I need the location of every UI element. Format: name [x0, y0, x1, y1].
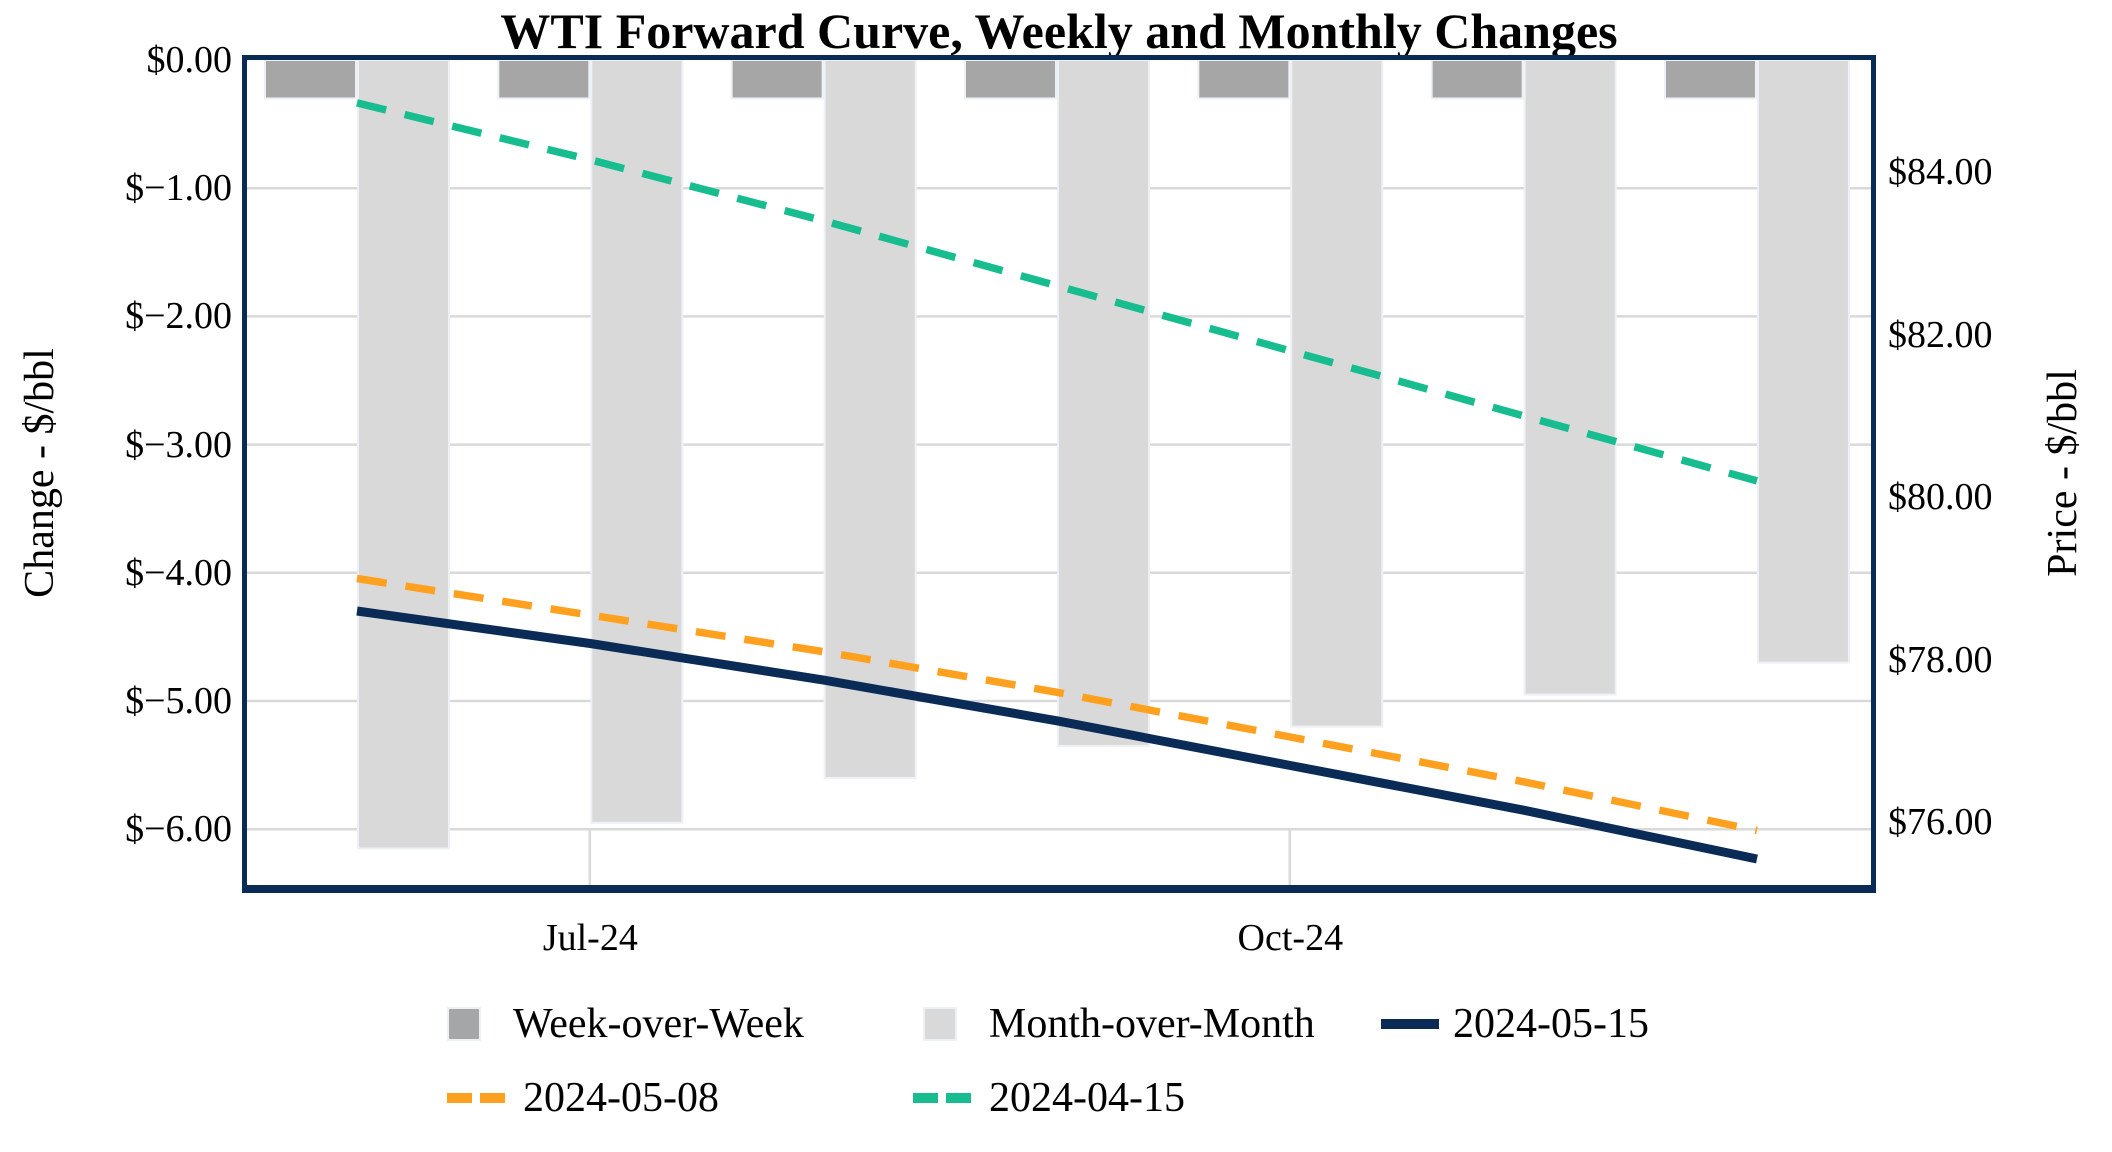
chart-title: WTI Forward Curve, Weekly and Monthly Ch…	[500, 3, 1618, 59]
legend-swatch-icon	[923, 1007, 957, 1041]
legend-label: 2024-05-08	[523, 1075, 719, 1121]
legend-label: 2024-04-15	[989, 1075, 1185, 1121]
bar	[590, 59, 684, 824]
y-left-tick-label: $−1.00	[125, 167, 232, 210]
legend-swatch-icon	[447, 1007, 481, 1041]
line-series-2024-05-15	[356, 606, 1758, 864]
y-right-tick-label: $76.00	[1888, 801, 1993, 844]
legend-label: 2024-05-15	[1453, 1001, 1649, 1047]
legend-line-icon	[1381, 1019, 1439, 1029]
legend-dash-icon	[913, 1093, 971, 1103]
x-axis-label: Oct-24	[1237, 917, 1344, 959]
legend-item-2024-05-08[interactable]: 2024-05-08	[447, 1074, 719, 1122]
bar	[1056, 59, 1150, 747]
y-right-tick-label: $78.00	[1888, 638, 1993, 681]
bar	[1663, 59, 1757, 100]
bar	[1290, 59, 1384, 728]
y-right-tick-label: $84.00	[1888, 151, 1993, 193]
y-left-tick-label: $−5.00	[125, 680, 232, 722]
y-right-tick-label: $80.00	[1888, 476, 1993, 519]
bar	[1756, 59, 1850, 664]
y-left-tick-label: $−2.00	[125, 295, 232, 338]
bar	[357, 59, 450, 850]
bar	[730, 59, 824, 100]
bar	[264, 59, 357, 100]
bar	[1523, 59, 1617, 696]
y-right-tick-label: $82.00	[1888, 313, 1993, 356]
legend-dash-icon	[447, 1093, 505, 1103]
legend-label: Month-over-Month	[989, 1001, 1315, 1047]
legend-label: Week-over-Week	[513, 1001, 804, 1047]
bar	[963, 59, 1057, 100]
bar	[823, 59, 917, 779]
bar	[497, 59, 591, 100]
legend-item-2024-05-15[interactable]: 2024-05-15	[1381, 1000, 1649, 1048]
legend-item-week-over-week[interactable]: Week-over-Week	[447, 1000, 804, 1048]
legend-item-2024-04-15[interactable]: 2024-04-15	[913, 1074, 1185, 1122]
y-left-tick-label: $−4.00	[125, 551, 232, 594]
y-left-tick-label: $0.00	[146, 39, 233, 81]
y-left-tick-label: $−3.00	[125, 423, 232, 466]
right-axis-title: Price - $/bbl	[2040, 369, 2086, 577]
bar	[1197, 59, 1291, 100]
legend-item-month-over-month[interactable]: Month-over-Month	[923, 1000, 1315, 1048]
x-axis-label: Jul-24	[542, 917, 638, 959]
y-left-tick-label: $−6.00	[125, 808, 232, 851]
line-series-2024-05-08	[356, 574, 1758, 835]
plot-area	[242, 55, 1876, 893]
bar	[1430, 59, 1524, 100]
